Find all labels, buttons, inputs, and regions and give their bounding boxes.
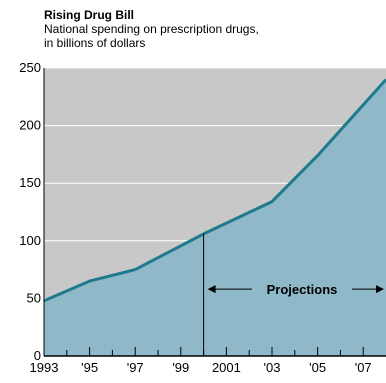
y-tick-label-150: 150 <box>19 175 41 190</box>
x-tick-label-2001: 2001 <box>212 360 241 375</box>
x-tick-label-1997: '97 <box>127 360 144 375</box>
x-tick-label-2007: '07 <box>355 360 372 375</box>
x-tick-label-1999: '99 <box>172 360 189 375</box>
chart-subtitle: National spending on prescription drugs,… <box>44 22 364 50</box>
y-tick-label-0: 0 <box>34 348 41 363</box>
right-arrow-icon <box>376 285 384 294</box>
chart-subtitle-line-1: National spending on prescription drugs, <box>44 22 259 36</box>
x-tick-label-2005: '05 <box>309 360 326 375</box>
chart-title: Rising Drug Bill <box>44 8 134 22</box>
y-tick-label-200: 200 <box>19 118 41 133</box>
x-tick-label-1993: 1993 <box>30 360 59 375</box>
y-tick-label-250: 250 <box>19 60 41 75</box>
projections-label: Projections <box>267 282 338 297</box>
area-fill <box>44 79 386 356</box>
x-tick-label-1995: '95 <box>81 360 98 375</box>
left-arrow-icon <box>207 285 216 294</box>
projection-annotation: Projections <box>207 282 384 297</box>
y-axis-ticks: 0 50 100 150 200 250 <box>19 60 41 363</box>
chart-subtitle-line-2: in billions of dollars <box>44 36 146 50</box>
axes <box>43 68 386 357</box>
x-tick-label-2003: '03 <box>264 360 281 375</box>
y-tick-label-50: 50 <box>27 290 41 305</box>
y-tick-label-100: 100 <box>19 233 41 248</box>
x-axis-ticks: 1993 '95 '97 '99 2001 '03 '05 '07 <box>30 347 372 375</box>
